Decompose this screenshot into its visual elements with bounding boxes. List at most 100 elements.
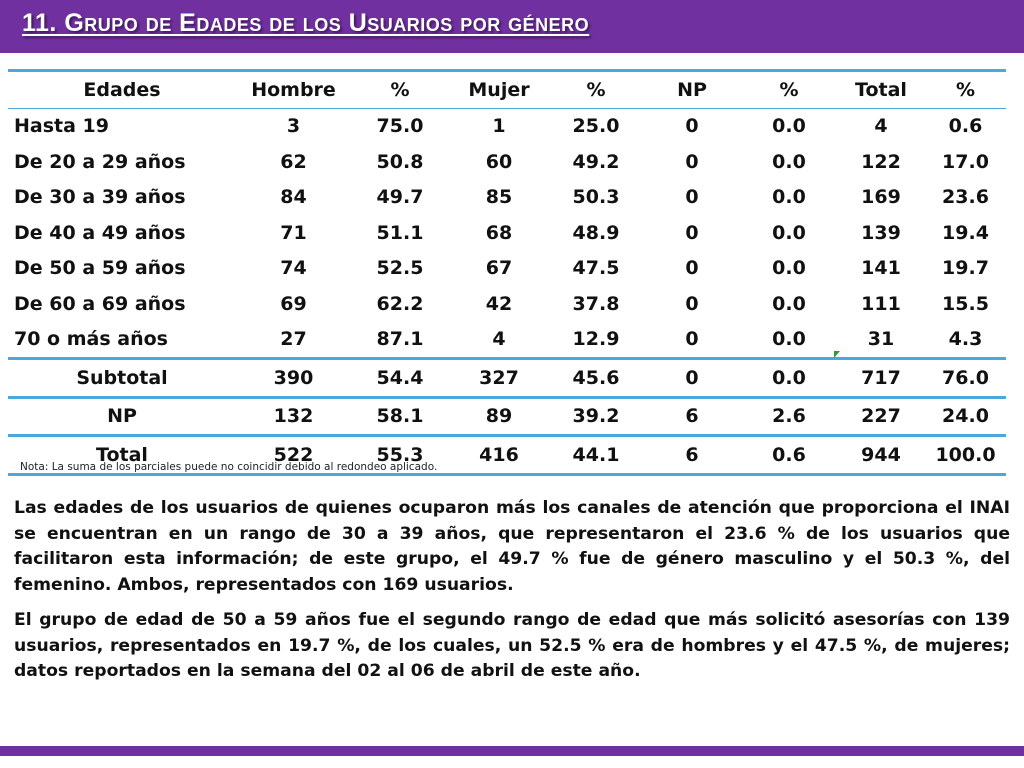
cell-mujer: 85	[485, 186, 513, 209]
cell-total: 31	[867, 328, 895, 351]
table-header-row: Edades Hombre % Mujer % NP % Total %	[8, 69, 1006, 109]
age-gender-table-container: Edades Hombre % Mujer % NP % Total % Has…	[8, 69, 1006, 476]
cell-mujer: 42	[485, 292, 513, 315]
cell-total: 111	[861, 292, 901, 315]
summary-row: Subtotal 390 54.4 327 45.6 0 0.0 717 76.0	[8, 357, 1006, 397]
header-mujer: Mujer	[449, 69, 549, 109]
cell-mujer: 4	[492, 328, 506, 351]
table-row: Hasta 19 3 75.0 1 25.0 0 0.0 4 0.6	[8, 108, 1006, 144]
summary-cell-total-pct: 100.0	[925, 434, 1006, 476]
summary-cell-np: 6	[643, 395, 741, 436]
cell-np: 0	[685, 150, 699, 173]
cell-np-pct: 0.0	[772, 328, 806, 351]
cell-total: 169	[861, 186, 901, 209]
summary-cell-np: 6	[643, 434, 741, 476]
cell-np: 0	[685, 221, 699, 244]
cell-edades: De 20 a 29 años	[14, 150, 186, 173]
summary-cell-hombre-pct: 54.4	[351, 357, 449, 397]
cell-mujer-pct: 47.5	[572, 257, 620, 280]
table-row: De 20 a 29 años 62 50.8 60 49.2 0 0.0 122 17.0	[8, 144, 1006, 180]
cell-edades: 70 o más años	[14, 328, 168, 351]
cell-hombre-pct: 75.0	[376, 115, 424, 138]
cell-hombre-pct: 49.7	[376, 186, 424, 209]
cell-mujer: 60	[485, 150, 513, 173]
cell-np: 0	[685, 186, 699, 209]
cell-total-pct: 23.6	[942, 186, 989, 209]
cell-np: 0	[685, 115, 699, 138]
summary-cell-total-pct: 24.0	[925, 395, 1006, 436]
cell-mujer-pct: 50.3	[572, 186, 620, 209]
cell-np-pct: 0.0	[772, 221, 806, 244]
cell-total-pct: 19.7	[942, 257, 989, 280]
cell-mujer-pct: 48.9	[572, 221, 620, 244]
summary-cell-hombre-pct: 58.1	[351, 395, 449, 436]
cell-mujer: 1	[492, 115, 506, 138]
cell-total: 139	[861, 221, 901, 244]
cell-hombre-pct: 52.5	[376, 257, 424, 280]
cell-mujer-pct: 12.9	[572, 328, 620, 351]
summary-cell-np-pct: 0.0	[741, 357, 837, 397]
cell-total-pct: 4.3	[948, 328, 983, 351]
header-mujer-pct: %	[549, 69, 643, 109]
cell-total-pct: 0.6	[948, 115, 983, 138]
summary-cell-mujer: 89	[449, 395, 549, 436]
cell-total: 141	[861, 257, 901, 280]
cell-hombre: 74	[280, 257, 307, 280]
table-row: De 60 a 69 años 69 62.2 42 37.8 0 0.0 111 15.5	[8, 286, 1006, 322]
cell-mujer-pct: 49.2	[572, 150, 620, 173]
table-row: De 40 a 49 años 71 51.1 68 48.9 0 0.0 139 19.4	[8, 215, 1006, 251]
bottom-bar	[0, 746, 1024, 756]
header-np-pct: %	[741, 69, 837, 109]
cell-hombre: 62	[280, 150, 307, 173]
summary-cell-np: 0	[643, 357, 741, 397]
cell-np-pct: 0.0	[772, 257, 806, 280]
cell-hombre: 84	[280, 186, 307, 209]
summary-row: NP 132 58.1 89 39.2 6 2.6 227 24.0	[8, 395, 1006, 436]
summary-row: Total 522 55.3 416 44.1 6 0.6 944 100.0	[8, 434, 1006, 476]
summary-cell-hombre: 522	[236, 434, 351, 476]
cell-mujer-pct: 25.0	[572, 115, 620, 138]
summary-cell-edades: Subtotal	[8, 357, 236, 397]
cell-mujer: 68	[485, 221, 513, 244]
cell-total: 122	[861, 150, 901, 173]
cell-edades: De 50 a 59 años	[14, 257, 186, 280]
cell-total-pct: 17.0	[942, 150, 989, 173]
cell-hombre-pct: 50.8	[376, 150, 424, 173]
cell-np-pct: 0.0	[772, 115, 806, 138]
cell-edades: De 30 a 39 años	[14, 186, 186, 209]
green-corner-mark	[834, 351, 840, 358]
header-edades: Edades	[8, 69, 236, 109]
summary-cell-total-pct: 76.0	[925, 357, 1006, 397]
summary-cell-total: 944	[837, 434, 925, 476]
slide-title: 11. Grupo de Edades de los Usuarios por …	[22, 9, 590, 37]
summary-cell-mujer: 327	[449, 357, 549, 397]
summary-cell-edades: NP	[8, 395, 236, 436]
cell-edades: Hasta 19	[14, 115, 109, 138]
cell-hombre: 69	[280, 292, 307, 315]
cell-np-pct: 0.0	[772, 186, 806, 209]
cell-hombre-pct: 87.1	[376, 328, 424, 351]
cell-hombre-pct: 51.1	[376, 221, 424, 244]
table-note: Nota: La suma de los parciales puede no …	[20, 461, 438, 473]
age-gender-table: Edades Hombre % Mujer % NP % Total % Has…	[8, 69, 1006, 476]
cell-np: 0	[685, 292, 699, 315]
cell-total-pct: 15.5	[942, 292, 989, 315]
table-row: De 50 a 59 años 74 52.5 67 47.5 0 0.0 141 19.7	[8, 251, 1006, 287]
header-total-pct: %	[925, 69, 1006, 109]
summary-cell-mujer-pct: 39.2	[549, 395, 643, 436]
summary-cell-np-pct: 0.6	[741, 434, 837, 476]
summary-cell-np-pct: 2.6	[741, 395, 837, 436]
cell-hombre: 3	[286, 115, 301, 138]
summary-cell-total: 227	[837, 395, 925, 436]
cell-np-pct: 0.0	[772, 150, 806, 173]
summary-cell-mujer-pct: 44.1	[549, 434, 643, 476]
header-total: Total	[837, 69, 925, 109]
cell-mujer: 67	[485, 257, 513, 280]
cell-hombre-pct: 62.2	[376, 292, 424, 315]
summary-cell-mujer-pct: 45.6	[549, 357, 643, 397]
cell-np: 0	[685, 328, 699, 351]
cell-edades: De 60 a 69 años	[14, 292, 186, 315]
cell-edades: De 40 a 49 años	[14, 221, 186, 244]
body-text: Las edades de los usuarios de quienes oc…	[14, 496, 1010, 695]
summary-cell-total: 717	[837, 357, 925, 397]
